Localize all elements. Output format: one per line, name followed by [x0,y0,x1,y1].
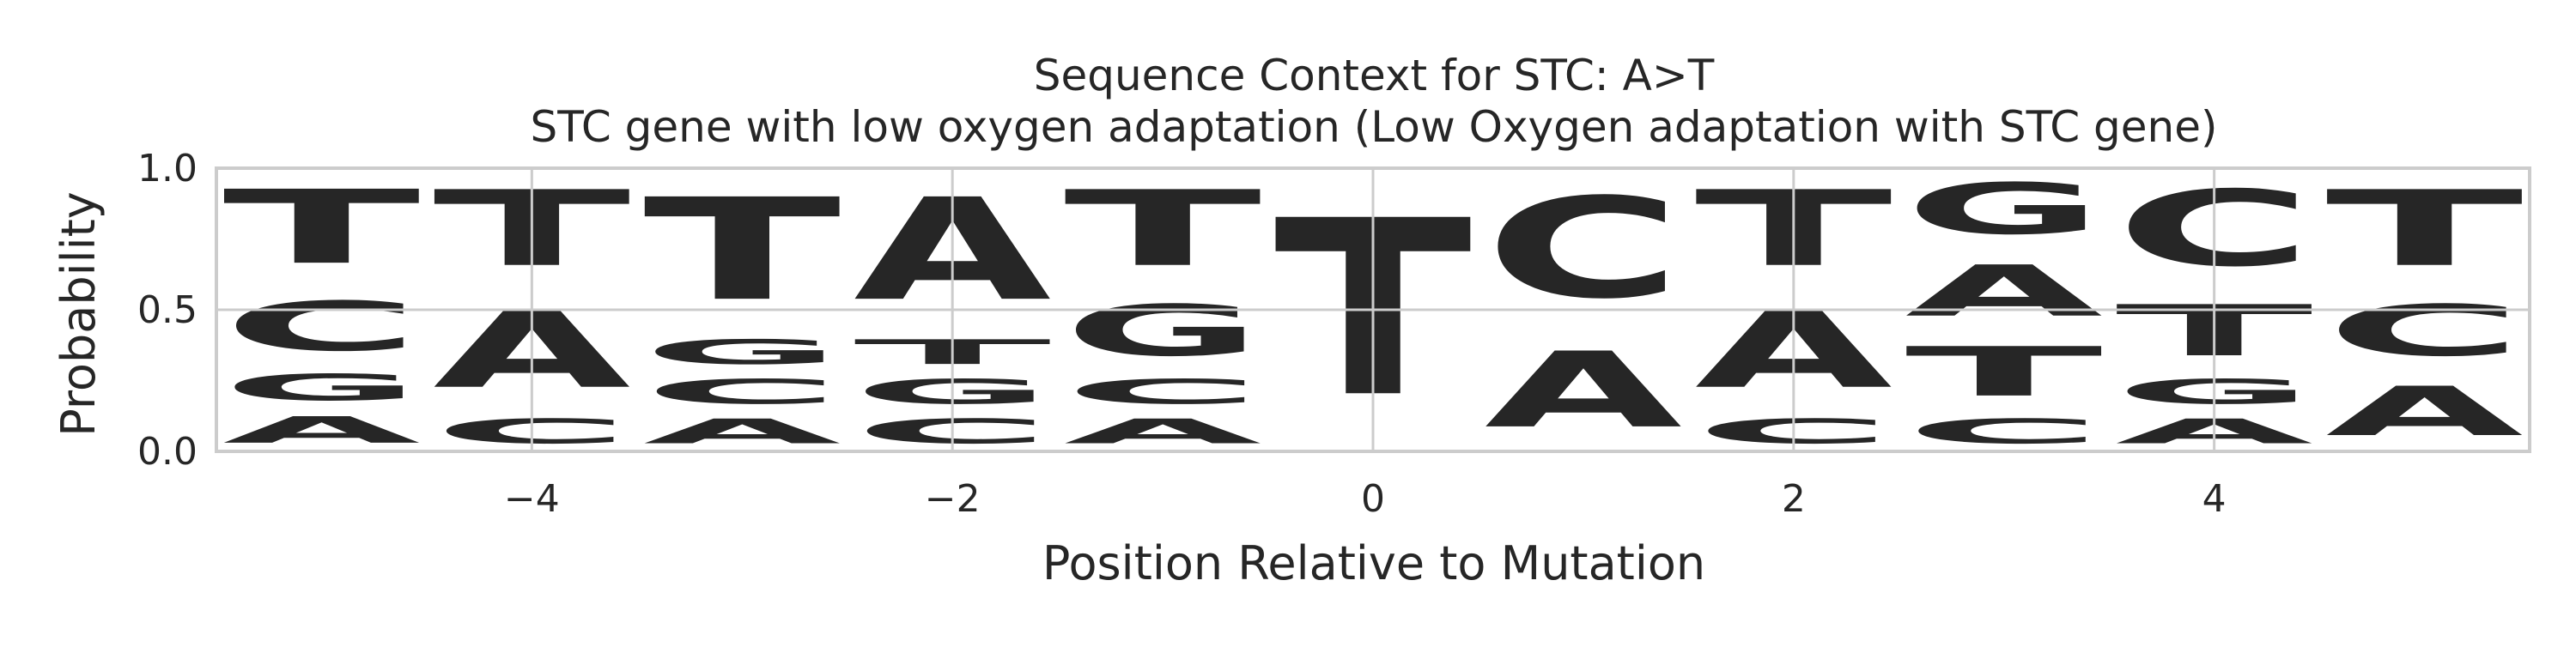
logo-letter-t-pos--5: T [222,168,420,287]
logo-letter-a-pos--1: A [1064,412,1261,451]
x-tick-label: −2 [925,477,981,521]
y-tick-label: 0.0 [137,430,197,474]
logo-letter-g-pos--3: G [643,333,841,372]
y-tick-label: 0.5 [137,288,197,332]
x-tick-label: 4 [2202,477,2227,521]
logo-letter-t-pos-3: T [1905,333,2103,412]
logo-letter-a-pos--3: A [643,412,841,451]
logo-letter-c-pos-3: C [1905,412,2103,451]
plot-area: AGCTCATACGTCGTAACGTTACCATCTAGAGTCACT−4−2… [137,147,2531,521]
x-tick-label: −4 [504,477,560,521]
logo-letter-c-pos--5: C [222,287,420,366]
logo-letter-a-pos-3: A [1905,251,2103,332]
x-tick-label: 2 [1782,477,1806,521]
x-tick-label: 0 [1361,477,1385,521]
logo-letter-c-pos--1: C [1064,372,1261,412]
logo-letter-t-pos-5: T [2325,168,2523,289]
chart-title: Sequence Context for STC: A>T [1034,51,1715,100]
logo-letter-t-pos--3: T [643,168,842,332]
logo-letter-c-pos--3: C [643,372,841,412]
logo-letter-t-pos--1: T [1064,168,1261,289]
x-axis-label: Position Relative to Mutation [1042,536,1705,590]
logo-letter-g-pos-3: G [1905,168,2103,250]
logo-letter-a-pos-5: A [2325,372,2523,451]
plot-frame [215,166,2531,453]
logo-letter-g-pos--1: G [1064,290,1261,372]
chart-subtitle: STC gene with low oxygen adaptation (Low… [531,102,2218,152]
logo-letter-a-pos-1: A [1485,330,1682,451]
logo-letter-c-pos-1: C [1485,169,1682,330]
logo-letter-c-pos-5: C [2325,290,2523,372]
logo-letter-a-pos--5: A [222,409,420,451]
y-tick-label: 1.0 [137,147,197,190]
logo-letter-g-pos--5: G [222,366,420,408]
y-axis-label: Probability [52,191,106,436]
tick-labels: −4 −2 0 2 4 0.0 0.5 1.0 [137,147,2227,521]
